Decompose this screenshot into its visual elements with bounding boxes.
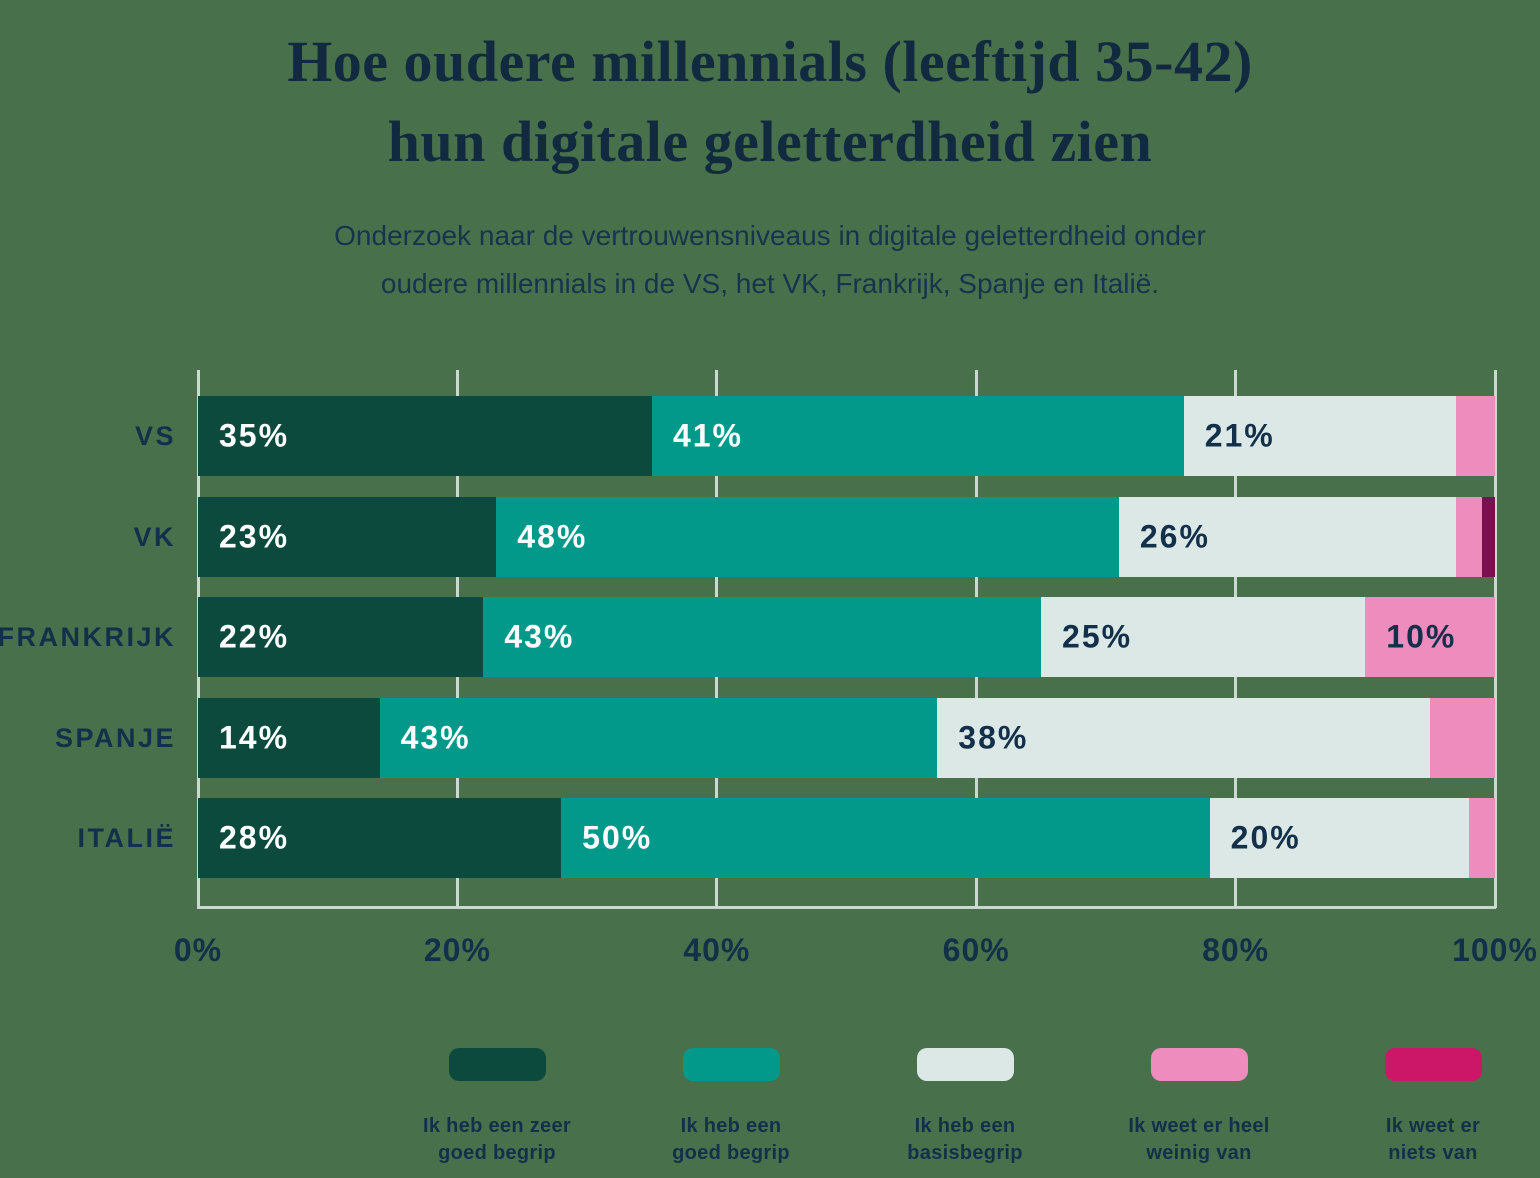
bar-segment: [1482, 496, 1495, 577]
x-tick-label: 60%: [942, 932, 1010, 968]
bar-segment-label: 10%: [1386, 618, 1457, 655]
x-tick-label: 80%: [1202, 932, 1270, 968]
bar-segment: 48%: [496, 496, 1119, 577]
bar-row-vk: VK 23% 48% 26%: [133, 496, 1495, 577]
legend: Ik heb een zeer goed begrip Ik heb een goed…: [380, 1048, 1540, 1167]
bar-segment: 25%: [1041, 597, 1366, 677]
legend-swatch: [682, 1048, 780, 1081]
x-axis-line: [197, 906, 1496, 909]
legend-label-line: Ik heb een zeer: [423, 1115, 571, 1137]
bar-segment: 43%: [379, 697, 938, 778]
legend-swatch: [448, 1048, 546, 1081]
legend-label-line: goed begrip: [672, 1142, 790, 1164]
chart-title-line2: hun digitale geletterdheid zien: [387, 109, 1153, 174]
legend-swatch: [916, 1048, 1014, 1081]
legend-label-line: Ik weet er: [1385, 1115, 1481, 1137]
bar-segment-label: 22%: [219, 618, 290, 655]
bar-segment-label: 38%: [958, 719, 1029, 755]
bar-segment: 10%: [1365, 597, 1495, 677]
legend-item: Ik heb een zeer goed begrip: [380, 1048, 614, 1167]
bar-segment: 14%: [198, 697, 380, 778]
legend-label-line: goed begrip: [438, 1142, 556, 1164]
category-label-frankrijk: FRANKRIJK: [0, 622, 176, 652]
x-tick-label: 40%: [683, 932, 751, 968]
chart-subtitle-line2: oudere millennials in de VS, het VK, Fra…: [380, 268, 1160, 299]
bar-segment: 43%: [483, 597, 1042, 677]
bar-segment: [1456, 396, 1495, 476]
legend-label: Ik weet er niets van: [1386, 1113, 1480, 1167]
bar-row-spanje: SPANJE 14% 43% 38%: [55, 697, 1495, 778]
bar-segment-label: 35%: [219, 417, 290, 454]
chart-title-line1: Hoe oudere millennials (leeftijd 35-42): [287, 29, 1253, 94]
legend-item: Ik heb een goed begrip: [614, 1048, 848, 1167]
bar-segment: 38%: [937, 697, 1431, 778]
bar-segment-label: 26%: [1139, 518, 1210, 554]
chart-subtitle-line1: Onderzoek naar de vertrouwensniveaus in …: [334, 220, 1206, 251]
bar-segment-label: 21%: [1204, 417, 1275, 454]
bar-segment: 50%: [561, 798, 1210, 878]
bar-segment: 23%: [198, 496, 497, 577]
bar-segment: [1469, 798, 1495, 878]
bar-segment: 22%: [198, 597, 484, 677]
legend-label: Ik heb een basisbegrip: [907, 1113, 1023, 1167]
bar-segment-label: 25%: [1062, 618, 1133, 655]
bar-segment-label: 48%: [517, 518, 588, 554]
legend-label-line: Ik heb een: [914, 1115, 1016, 1137]
legend-label: Ik heb een zeer goed begrip: [423, 1113, 571, 1167]
bar-segment: 35%: [198, 396, 652, 476]
legend-label-line: niets van: [1388, 1142, 1478, 1164]
legend-label: Ik heb een goed begrip: [672, 1113, 790, 1167]
bar-row-italië: ITALIË 28% 50% 20%: [78, 798, 1495, 878]
bar-segment-label: 20%: [1230, 819, 1301, 856]
category-label-vk: VK: [133, 521, 176, 552]
gridline: [1493, 370, 1497, 908]
bar-row-vs: VS 35% 41% 21%: [135, 396, 1495, 476]
bar-segment: [1430, 697, 1495, 778]
bar-segment-label: 14%: [219, 719, 290, 755]
legend-label: Ik weet er heel weinig van: [1128, 1113, 1269, 1167]
legend-item: Ik weet er niets van: [1316, 1048, 1540, 1167]
legend-swatch: [1150, 1048, 1248, 1081]
bar-segment-label: 50%: [582, 819, 653, 856]
stacked-bar-chart: VS 35% 41% 21% VK 23% 48% 26% FRANKRIJK 22% 43% 25%…: [0, 370, 1537, 968]
legend-item: Ik weet er heel weinig van: [1082, 1048, 1316, 1167]
bar-segment-label: 43%: [400, 719, 471, 755]
bar-segment-label: 41%: [672, 417, 743, 454]
bar-segment-label: 28%: [219, 819, 290, 856]
category-label-spanje: SPANJE: [54, 722, 176, 753]
x-tick-label: 20%: [423, 932, 491, 968]
x-tick-label: 100%: [1452, 932, 1538, 968]
category-label-vs: VS: [134, 421, 176, 451]
legend-label-line: basisbegrip: [907, 1142, 1023, 1164]
bar-segment: [1456, 496, 1482, 577]
bar-segment: 20%: [1209, 798, 1470, 878]
legend-swatch: [1384, 1048, 1482, 1081]
legend-item: Ik heb een basisbegrip: [848, 1048, 1082, 1167]
bar-segment: 41%: [651, 396, 1184, 476]
chart-subtitle: Onderzoek naar de vertrouwensniveaus in …: [0, 212, 1540, 308]
legend-label-line: Ik weet er heel: [1128, 1115, 1270, 1137]
bar-segment-label: 43%: [504, 618, 575, 655]
legend-label-line: weinig van: [1146, 1142, 1252, 1164]
chart-title: Hoe oudere millennials (leeftijd 35-42) h…: [0, 22, 1540, 182]
category-label-italië: ITALIË: [77, 823, 176, 853]
bar-segment: 21%: [1183, 396, 1457, 476]
bar-segment: 28%: [198, 798, 562, 878]
x-tick-label: 0%: [173, 932, 223, 968]
bar-segment: 26%: [1118, 496, 1457, 577]
legend-label-line: Ik heb een: [680, 1115, 782, 1137]
bar-segment-label: 23%: [219, 518, 290, 554]
bar-row-frankrijk: FRANKRIJK 22% 43% 25% 10%: [0, 597, 1495, 677]
